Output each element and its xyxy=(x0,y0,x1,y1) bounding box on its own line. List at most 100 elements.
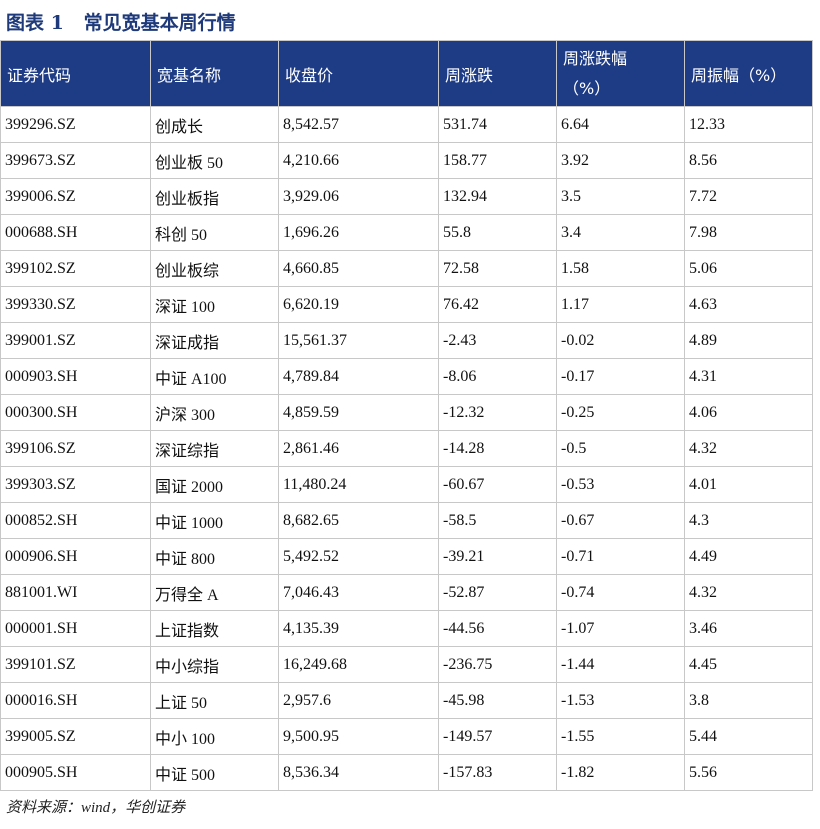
table-cell: 9,500.95 xyxy=(278,718,439,755)
table-cell: 4.89 xyxy=(684,322,813,359)
table: 证券代码 宽基名称 收盘价 周涨跌 周涨跌幅（%） 周振幅（%） 399296.SZ 创成长… xyxy=(0,40,813,791)
table-cell: 创业板综 xyxy=(150,250,279,287)
table-cell: 沪深 300 xyxy=(150,394,279,431)
table-cell: 4,210.66 xyxy=(278,142,439,179)
table-cell: 中证 A100 xyxy=(150,358,279,395)
table-cell: 12.33 xyxy=(684,106,813,143)
table-cell: 中证 800 xyxy=(150,538,279,575)
table-cell: 4.01 xyxy=(684,466,813,503)
table-cell: -39.21 xyxy=(438,538,557,575)
header-cell: 周涨跌幅（%） xyxy=(556,40,685,107)
table-cell: -0.67 xyxy=(556,502,685,539)
header-text: 收盘价 xyxy=(285,65,334,85)
table-cell: -8.06 xyxy=(438,358,557,395)
table-cell: 399106.SZ xyxy=(0,430,151,467)
table-cell: -1.55 xyxy=(556,718,685,755)
table-cell: 11,480.24 xyxy=(278,466,439,503)
table-cell: 3.92 xyxy=(556,142,685,179)
table-cell: 3,929.06 xyxy=(278,178,439,215)
table-cell: 158.77 xyxy=(438,142,557,179)
table-cell: 8.56 xyxy=(684,142,813,179)
header-cell: 周振幅（%） xyxy=(684,40,813,107)
table-cell: -0.74 xyxy=(556,574,685,611)
title: 图表 1 常见宽基本周行情 xyxy=(6,12,236,34)
table-body: 399296.SZ 创成长 8,542.57 531.74 6.64 12.33 39967… xyxy=(0,106,813,791)
table-cell: -0.02 xyxy=(556,322,685,359)
table-row: 399005.SZ 中小 100 9,500.95 -149.57 -1.55 5.44 xyxy=(0,718,813,755)
table-cell: 6.64 xyxy=(556,106,685,143)
table-cell: 000903.SH xyxy=(0,358,151,395)
table-cell: 399303.SZ xyxy=(0,466,151,503)
table-cell: 000688.SH xyxy=(0,214,151,251)
table-cell: -14.28 xyxy=(438,430,557,467)
header-cell: 证券代码 xyxy=(0,40,151,107)
table-cell: 8,682.65 xyxy=(278,502,439,539)
table-cell: 399330.SZ xyxy=(0,286,151,323)
table-cell: 5.56 xyxy=(684,754,813,791)
table-cell: 4.63 xyxy=(684,286,813,323)
table-cell: 3.5 xyxy=(556,178,685,215)
table-cell: 3.8 xyxy=(684,682,813,719)
table-cell: 8,542.57 xyxy=(278,106,439,143)
table-cell: 上证指数 xyxy=(150,610,279,647)
table-cell: 4,789.84 xyxy=(278,358,439,395)
table-cell: 132.94 xyxy=(438,178,557,215)
table-cell: 5.44 xyxy=(684,718,813,755)
table-row: 000906.SH 中证 800 5,492.52 -39.21 -0.71 4.49 xyxy=(0,538,813,575)
table-cell: 4,135.39 xyxy=(278,610,439,647)
table-cell: 创成长 xyxy=(150,106,279,143)
table-cell: -0.71 xyxy=(556,538,685,575)
table-cell: 深证成指 xyxy=(150,322,279,359)
table-cell: 4.06 xyxy=(684,394,813,431)
table-cell: 399102.SZ xyxy=(0,250,151,287)
table-cell: 万得全 A xyxy=(150,574,279,611)
table-cell: -0.17 xyxy=(556,358,685,395)
table-cell: 000001.SH xyxy=(0,610,151,647)
table-cell: -149.57 xyxy=(438,718,557,755)
table-cell: 1.17 xyxy=(556,286,685,323)
table-cell: -0.5 xyxy=(556,430,685,467)
table-cell: 4,859.59 xyxy=(278,394,439,431)
table-cell: 科创 50 xyxy=(150,214,279,251)
table-row: 399303.SZ 国证 2000 11,480.24 -60.67 -0.53 4.01 xyxy=(0,466,813,503)
table-row: 000016.SH 上证 50 2,957.6 -45.98 -1.53 3.8 xyxy=(0,682,813,719)
table-cell: 76.42 xyxy=(438,286,557,323)
table-cell: 000016.SH xyxy=(0,682,151,719)
table-cell: 中小综指 xyxy=(150,646,279,683)
table-cell: 399005.SZ xyxy=(0,718,151,755)
table-cell: 531.74 xyxy=(438,106,557,143)
table-cell: 55.8 xyxy=(438,214,557,251)
table-cell: 4.3 xyxy=(684,502,813,539)
table-cell: -58.5 xyxy=(438,502,557,539)
header-text: 周涨跌幅（%） xyxy=(563,48,628,98)
table-cell: -0.25 xyxy=(556,394,685,431)
table-cell: 创业板指 xyxy=(150,178,279,215)
table-row: 399102.SZ 创业板综 4,660.85 72.58 1.58 5.06 xyxy=(0,250,813,287)
table-cell: 1,696.26 xyxy=(278,214,439,251)
table-cell: 中证 1000 xyxy=(150,502,279,539)
table-cell: 4.31 xyxy=(684,358,813,395)
table-cell: 8,536.34 xyxy=(278,754,439,791)
table-row: 399673.SZ 创业板 50 4,210.66 158.77 3.92 8.56 xyxy=(0,142,813,179)
header-text: 证券代码 xyxy=(7,65,72,85)
table-row: 000905.SH 中证 500 8,536.34 -157.83 -1.82 5.56 xyxy=(0,754,813,791)
table-cell: 16,249.68 xyxy=(278,646,439,683)
table-cell: 5.06 xyxy=(684,250,813,287)
table-cell: -0.53 xyxy=(556,466,685,503)
table-cell: -12.32 xyxy=(438,394,557,431)
table-cell: -44.56 xyxy=(438,610,557,647)
table-cell: 4.32 xyxy=(684,430,813,467)
table-cell: 3.4 xyxy=(556,214,685,251)
table-row: 000852.SH 中证 1000 8,682.65 -58.5 -0.67 4.3 xyxy=(0,502,813,539)
table-row: 399006.SZ 创业板指 3,929.06 132.94 3.5 7.72 xyxy=(0,178,813,215)
table-cell: 中证 500 xyxy=(150,754,279,791)
table-cell: 深证综指 xyxy=(150,430,279,467)
table-cell: 国证 2000 xyxy=(150,466,279,503)
table-cell: 7.98 xyxy=(684,214,813,251)
table-cell: 7.72 xyxy=(684,178,813,215)
table-cell: -157.83 xyxy=(438,754,557,791)
table-cell: 3.46 xyxy=(684,610,813,647)
table-cell: 5,492.52 xyxy=(278,538,439,575)
table-cell: 4,660.85 xyxy=(278,250,439,287)
table-row: 000688.SH 科创 50 1,696.26 55.8 3.4 7.98 xyxy=(0,214,813,251)
